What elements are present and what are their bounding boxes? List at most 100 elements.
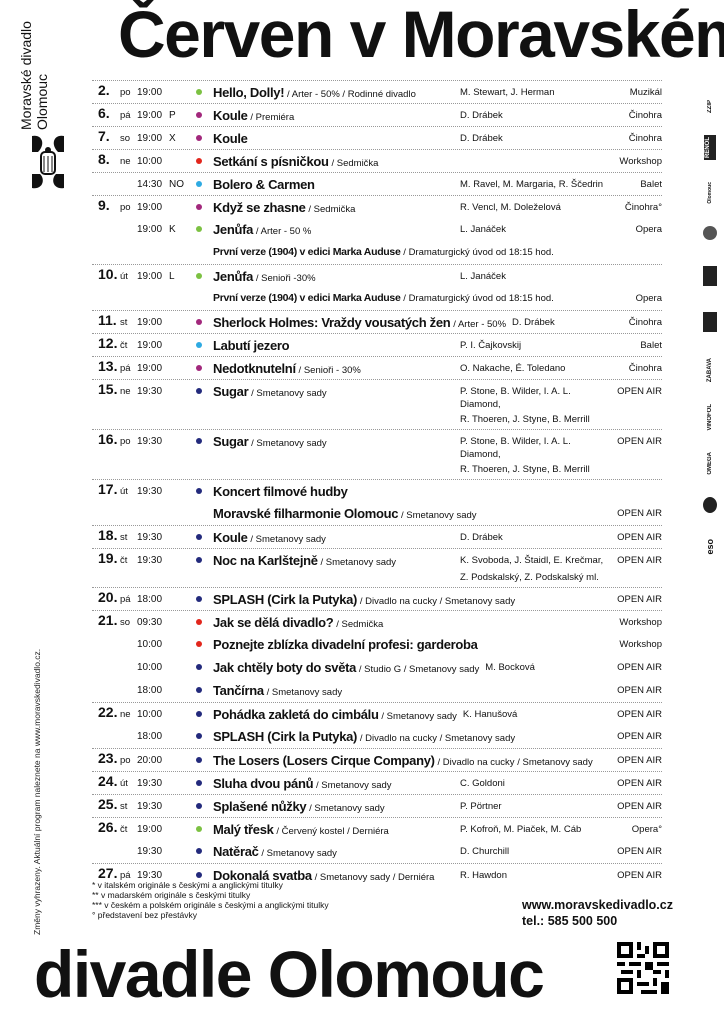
title-text: Jenůfa xyxy=(213,222,254,237)
day-number xyxy=(92,656,120,659)
footnote: * v italském originále s českými a angli… xyxy=(92,880,283,890)
program-entry: 15. ne 19:30 Sugar / Smetanovy sady P. Stone… xyxy=(92,379,662,413)
show-note: / Smetanovy sady xyxy=(250,534,326,545)
time: 19:30 xyxy=(137,436,163,447)
title-text: Nedotknutelní xyxy=(213,361,296,376)
genre: OPEN AIR xyxy=(617,778,662,789)
category-dot-icon xyxy=(196,826,202,832)
show-note: / Sedmička xyxy=(336,619,384,630)
program-entry: 18:00 SPLASH (Cirk la Putyka) / Divadlo n… xyxy=(92,725,662,748)
time: 14:30 xyxy=(137,179,163,190)
show-title: Jak chtěly boty do světa / Studio G / Sm… xyxy=(213,656,479,676)
subscription-code: P xyxy=(169,110,176,121)
subscription-code xyxy=(169,703,196,708)
author: L. Janáček xyxy=(460,271,506,282)
show-note: / Smetanovy sady / Derniéra xyxy=(314,872,435,883)
show-note: / Dramaturgický úvod od 18:15 hod. xyxy=(403,247,554,258)
category-dot-icon xyxy=(196,112,202,118)
website-link[interactable]: www.moravskedivadlo.cz xyxy=(522,898,673,912)
author: D. Churchill xyxy=(460,846,510,857)
program-entry: 18:00 Tančírna / Smetanovy sady OPEN AIR xyxy=(92,679,662,702)
weekday: po xyxy=(120,436,131,447)
subscription-code xyxy=(169,749,196,754)
genre: Činohra xyxy=(628,110,662,121)
day-number: 6. xyxy=(98,105,110,121)
show-note: / Červený kostel / Derniéra xyxy=(276,826,389,837)
day-number xyxy=(92,725,120,728)
title-text: Hello, Dolly! xyxy=(213,85,285,100)
sponsor-logos: ZZIP RENOL Olomouc ZÁBAVA VINOFOL OMEGA … xyxy=(697,100,723,577)
qr-code-icon[interactable] xyxy=(617,942,669,994)
sponsor-logo: eso xyxy=(705,539,715,555)
sponsor-logo xyxy=(703,265,717,286)
program-entry: 6. pá 19:00 P Koule / Premiéra D. Drábek Činoh… xyxy=(92,103,662,126)
show-title: První verze (1904) v edici Marka Auduse … xyxy=(213,287,554,305)
day-number: 21. xyxy=(98,612,118,628)
subscription-code xyxy=(169,588,196,593)
title-text: Jak chtěly boty do světa xyxy=(213,660,357,675)
weekday xyxy=(120,725,137,730)
day-number: 19. xyxy=(98,550,118,566)
time: 19:00 xyxy=(137,363,163,374)
sponsor-logo: ZÁBAVA xyxy=(707,357,713,382)
program-entry: 18. st 19:30 Koule / Smetanovy sady D. Drábe… xyxy=(92,525,662,548)
weekday: pá xyxy=(120,594,131,605)
subscription-code xyxy=(169,725,196,730)
sponsor-logo: Olomouc xyxy=(707,182,713,204)
title-text: První verze (1904) v edici Marka Auduse xyxy=(213,246,401,258)
author: D. Drábek xyxy=(460,133,503,144)
title-text: Sugar xyxy=(213,384,249,399)
program-entry: 19. čt 19:30 Noc na Karlštejně / Smetanovy … xyxy=(92,548,662,571)
program-entry: 10:00 Poznejte zblízka divadelní profesi:… xyxy=(92,633,662,656)
subscription-code xyxy=(169,549,196,554)
genre: OPEN AIR xyxy=(617,532,662,543)
time: 19:30 xyxy=(137,532,163,543)
show-title: První verze (1904) v edici Marka Auduse … xyxy=(213,241,554,259)
genre: Opera xyxy=(635,224,662,235)
time: 19:00 xyxy=(137,824,163,835)
program-subline: První verze (1904) v edici Marka Auduse … xyxy=(92,241,662,264)
program-entry: 8. ne 10:00 Setkání s písničkou / Sedmička W… xyxy=(92,149,662,172)
subscription-code xyxy=(169,840,196,845)
program-entry: 10. út 19:00 L Jenůfa / Senioři -30% L. Janáč… xyxy=(92,264,662,287)
show-note: / Smetanovy sady xyxy=(251,438,327,449)
category-dot-icon xyxy=(196,641,202,647)
genre: OPEN AIR xyxy=(617,594,662,605)
genre: Činohra xyxy=(628,363,662,374)
time: 19:30 xyxy=(137,386,163,397)
subscription-code xyxy=(169,334,196,339)
day-number: 17. xyxy=(98,481,118,497)
author: D. Drábek xyxy=(460,532,503,543)
show-note: / Sedmička xyxy=(308,204,356,215)
author: P. Kofroň, M. Piaček, M. Cáb xyxy=(460,824,582,835)
show-title: Když se zhasne / Sedmička xyxy=(213,196,454,216)
weekday: čt xyxy=(120,340,128,351)
subscription-code: L xyxy=(169,271,175,282)
category-dot-icon xyxy=(196,89,202,95)
program-subline: První verze (1904) v edici Marka Auduse … xyxy=(92,287,662,310)
show-title: The Losers (Losers Cirque Company) / Div… xyxy=(213,749,593,769)
title-text: Koule xyxy=(213,530,248,545)
time: 19:30 xyxy=(137,870,163,881)
subscription-code xyxy=(169,380,196,385)
subscription-code xyxy=(169,795,196,800)
genre xyxy=(656,480,662,485)
time: 19:00 xyxy=(137,317,163,328)
program-list: 2. po 19:00 Hello, Dolly! / Arter - 50% / R… xyxy=(92,80,662,886)
time: 09:30 xyxy=(137,617,163,628)
show-title: Sugar / Smetanovy sady xyxy=(213,380,454,400)
time: 19:00 xyxy=(137,271,163,282)
title-text: Pohádka zakletá do cimbálu xyxy=(213,707,379,722)
day-number: 25. xyxy=(98,796,118,812)
genre: Muzikál xyxy=(629,87,662,98)
show-note: / Arter - 50% xyxy=(453,319,507,330)
author: P. Stone, B. Wilder, I. A. L. Diamond, xyxy=(460,436,571,460)
genre: Činohra xyxy=(628,133,662,144)
show-title: Tančírna / Smetanovy sady xyxy=(213,679,454,699)
weekday: čt xyxy=(120,824,128,835)
title-text: První verze (1904) v edici Marka Auduse xyxy=(213,292,401,304)
author-continuation: R. Thoeren, J. Styne, B. Merrill xyxy=(92,463,662,479)
author: R. Vencl, M. Doleželová xyxy=(460,202,561,213)
weekday: pá xyxy=(120,363,131,374)
title-text: Dokonalá svatba xyxy=(213,868,312,883)
